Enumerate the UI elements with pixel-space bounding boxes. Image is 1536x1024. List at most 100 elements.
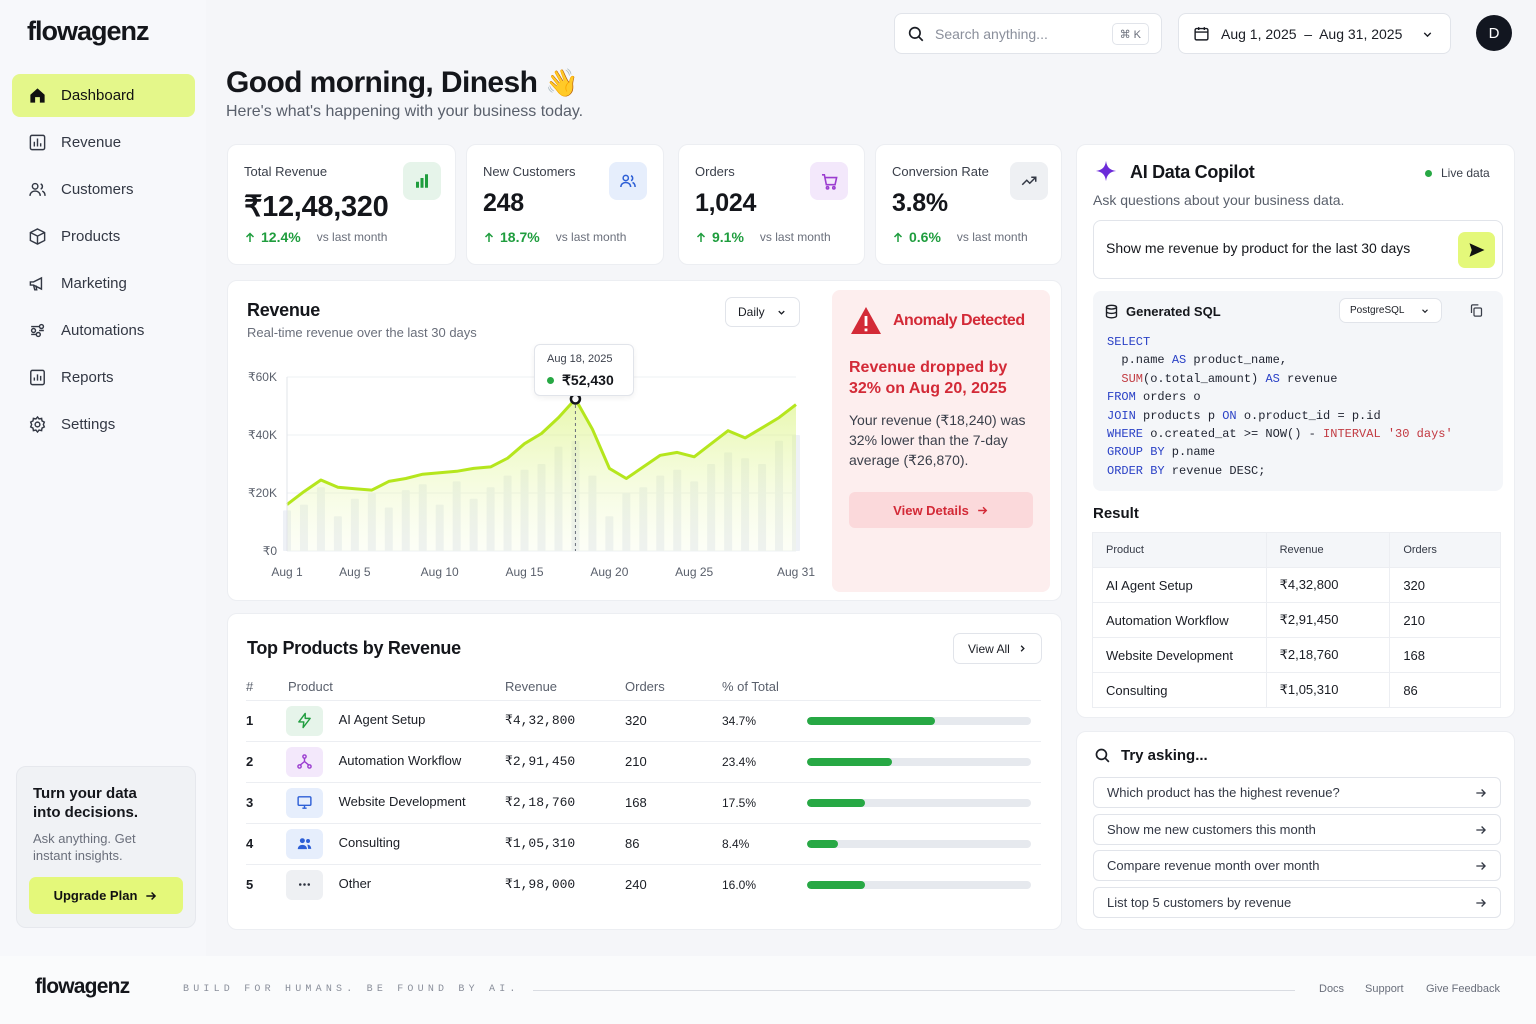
revenue-chart: ₹60K ₹40K ₹20K ₹0 Aug 1 Aug 5 Aug 10 Aug 15 Aug … (248, 370, 815, 579)
suggestion-text: List top 5 customers by revenue (1107, 894, 1292, 910)
wave-emoji: 👋 (545, 68, 579, 98)
chart-tooltip: Aug 18, 2025 ₹52,430 (534, 344, 634, 396)
sidebar-item-products[interactable]: Products (12, 215, 195, 258)
sql-token: INTERVAL (1323, 427, 1381, 442)
sidebar-item-customers[interactable]: Customers (12, 168, 195, 211)
share-bar-fill (807, 880, 866, 889)
home-icon (30, 88, 45, 103)
sidebar-item-revenue[interactable]: Revenue (12, 121, 195, 164)
avatar[interactable]: D (1476, 15, 1512, 51)
product-share-bar-cell (807, 864, 1041, 905)
users-icon (609, 162, 647, 200)
arrow-right-icon (1476, 898, 1486, 907)
product-revenue: ₹2,18,760 (505, 782, 625, 824)
sidebar-item-reports[interactable]: Reports (12, 356, 195, 399)
top-products-table: # Product Revenue Orders % of Total 1 AI… (246, 673, 1041, 905)
x-tick-label: Aug 20 (590, 565, 628, 579)
top-products-title: Top Products by Revenue (247, 638, 461, 658)
date-range-label: Aug 1, 2025 – Aug 31, 2025 (1221, 25, 1403, 42)
search-bar[interactable]: ⌘ K (894, 13, 1162, 54)
view-details-button[interactable]: View Details (849, 492, 1033, 528)
view-all-button[interactable]: View All (953, 633, 1042, 664)
stat-label: Orders (695, 164, 735, 179)
product-pct: 34.7% (722, 700, 807, 742)
sql-token: revenue DESC; (1164, 463, 1266, 478)
suggestion-item[interactable]: List top 5 customers by revenue (1093, 886, 1501, 918)
footer-logo[interactable]: flowagenz (35, 975, 130, 998)
product-name: Automation Workflow (338, 752, 462, 768)
result-col-revenue: Revenue (1265, 532, 1390, 568)
table-row[interactable]: 1 AI Agent Setup ₹4,32,800 320 34.7% (246, 700, 1041, 742)
suggestion-text: Which product has the highest revenue? (1107, 785, 1340, 800)
stat-label: Conversion Rate (892, 164, 989, 179)
stat-value: 1,024 (695, 189, 757, 217)
send-button[interactable] (1458, 232, 1495, 268)
share-bar-track (807, 798, 1031, 807)
footer-link-feedback[interactable]: Give Feedback (1426, 983, 1500, 995)
sql-token: ORDER BY (1107, 463, 1165, 478)
footer-tagline: BUILD FOR HUMANS. BE FOUND BY AI. (183, 984, 520, 995)
arrow-up-icon (484, 231, 494, 242)
workflow-icon (286, 746, 323, 777)
sidebar-item-marketing[interactable]: Marketing (12, 262, 195, 305)
try-asking-panel: Try asking... Which product has the high… (1076, 731, 1515, 930)
col-orders: Orders (625, 673, 722, 701)
sidebar-item-automations[interactable]: Automations (12, 309, 195, 352)
product-orders: 320 (625, 700, 722, 742)
col-pct: % of Total (722, 673, 807, 701)
share-bar-track (807, 716, 1031, 725)
product-name-cell: Automation Workflow (286, 741, 505, 783)
chevron-down-icon (778, 310, 785, 315)
sidebar: flowagenz Dashboard Revenue Customers Pr… (0, 0, 206, 956)
upgrade-plan-button[interactable]: Upgrade Plan (29, 877, 183, 914)
sql-line: WHERE o.created_at >= NOW() - INTERVAL '… (1107, 425, 1453, 443)
suggestion-text: Show me new customers this month (1107, 821, 1316, 837)
date-range-picker[interactable]: Aug 1, 2025 – Aug 31, 2025 (1178, 13, 1451, 54)
share-bar-fill (807, 839, 839, 848)
sql-dialect-select[interactable]: PostgreSQL (1339, 298, 1442, 323)
chevron-right-icon (1020, 645, 1025, 652)
result-cell: 210 (1389, 602, 1501, 638)
footer-link-support[interactable]: Support (1365, 983, 1404, 995)
view-all-label: View All (968, 641, 1010, 656)
sql-line: SELECT (1107, 333, 1453, 351)
x-tick-label: Aug 5 (339, 565, 371, 579)
stat-change: 12.4% vs last month (244, 229, 387, 245)
brand-logo[interactable]: flowagenz (27, 16, 150, 46)
product-pct: 16.0% (722, 877, 757, 892)
x-tick-label: Aug 1 (271, 565, 303, 579)
stat-label: Total Revenue (244, 164, 328, 179)
suggestion-item[interactable]: Compare revenue month over month (1093, 850, 1501, 881)
megaphone-icon (29, 276, 43, 291)
suggestion-item[interactable]: Which product has the highest revenue? (1093, 777, 1501, 808)
sql-token: FROM (1107, 390, 1136, 405)
promo-title: Turn your data into decisions. (33, 785, 139, 821)
copilot-query-input[interactable]: Show me revenue by product for the last … (1093, 220, 1503, 279)
table-row[interactable]: 5 Other ₹1,98,000 240 16.0% (246, 864, 1041, 905)
stat-change-value: 9.1% (712, 229, 744, 245)
table-row[interactable]: 4 Consulting ₹1,05,310 86 8.4% (246, 823, 1041, 865)
result-cell: Automation Workflow (1092, 602, 1267, 638)
share-bar-track (807, 839, 1031, 848)
product-pct: 8.4% (722, 823, 807, 865)
table-row[interactable]: 3 Website Development ₹2,18,760 168 17.5… (246, 782, 1041, 824)
table-row[interactable]: 2 Automation Workflow ₹2,91,450 210 23.4… (246, 741, 1041, 783)
sparkle-icon (1095, 160, 1117, 182)
copy-icon[interactable] (1469, 303, 1484, 318)
sidebar-item-settings[interactable]: Settings (12, 403, 195, 446)
footer-link-docs[interactable]: Docs (1319, 983, 1345, 995)
sidebar-item-label: Automations (61, 322, 145, 339)
col-bar (807, 673, 1041, 701)
sql-line: SUM(o.total_amount) AS revenue (1107, 370, 1453, 388)
sidebar-item-label: Settings (61, 416, 116, 433)
chevron-down-icon (1423, 32, 1432, 38)
sql-token: ON (1222, 408, 1237, 423)
sidebar-item-label: Reports (61, 369, 114, 386)
product-name-cell: Website Development (286, 782, 505, 824)
period-select[interactable]: Daily (725, 297, 800, 327)
suggestion-item[interactable]: Show me new customers this month (1093, 813, 1501, 845)
search-input[interactable] (935, 25, 1100, 42)
sql-token: o.product_id = p.id (1236, 408, 1381, 423)
sql-token: SUM (1121, 371, 1144, 386)
sidebar-item-dashboard[interactable]: Dashboard (12, 74, 195, 117)
